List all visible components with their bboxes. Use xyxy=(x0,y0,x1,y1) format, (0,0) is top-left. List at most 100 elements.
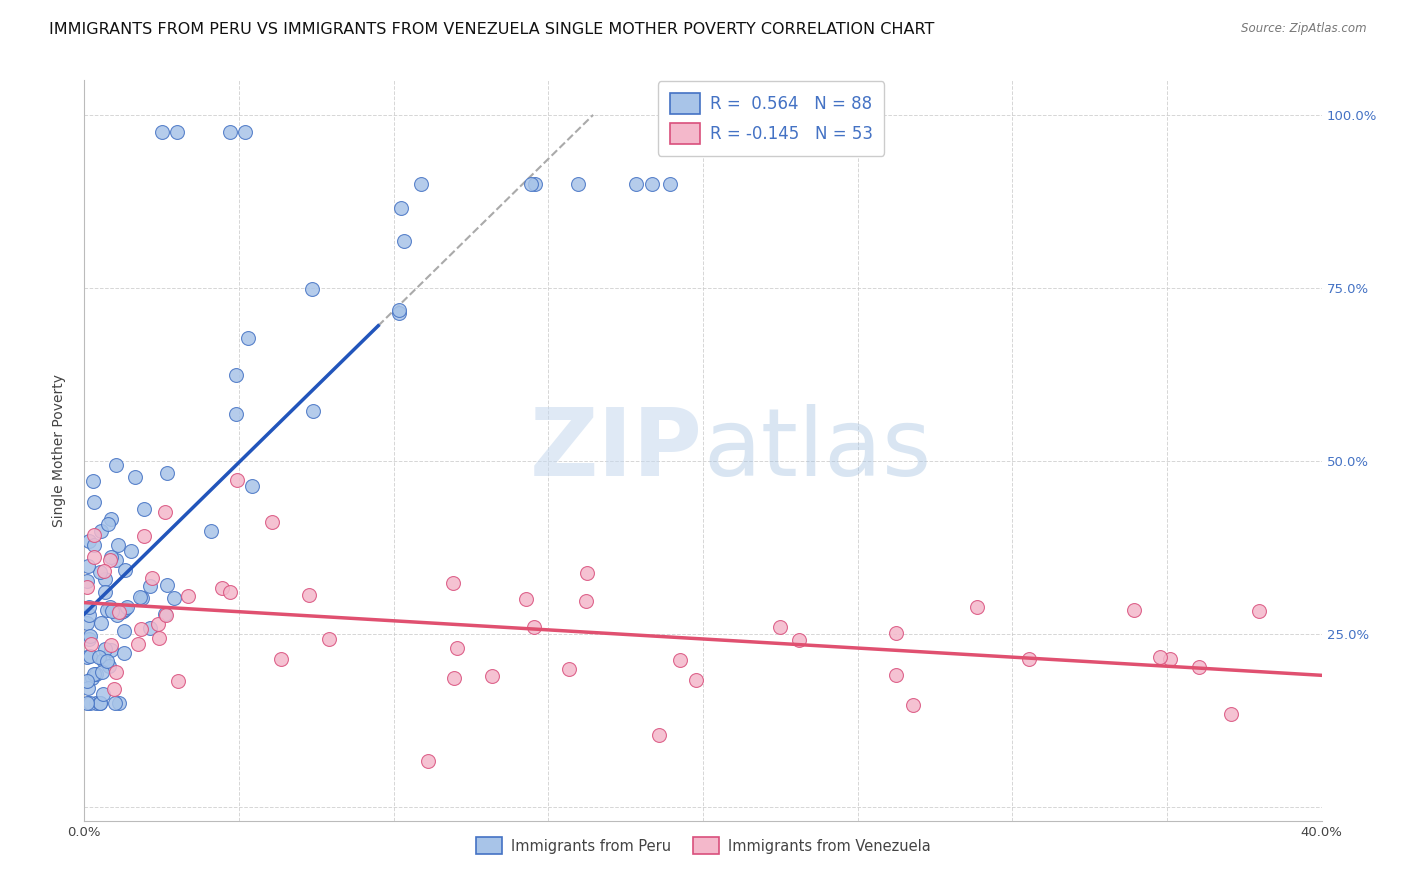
Point xyxy=(240,479,263,493)
Point xyxy=(177,589,200,603)
Point xyxy=(127,637,149,651)
Point xyxy=(387,306,409,320)
Point xyxy=(94,572,117,586)
Point xyxy=(97,517,120,532)
Point xyxy=(236,331,259,345)
Point xyxy=(481,669,503,683)
Point xyxy=(115,599,138,614)
Point xyxy=(96,603,118,617)
Point xyxy=(89,566,111,580)
Point xyxy=(98,552,121,566)
Point xyxy=(226,473,249,487)
Point xyxy=(76,615,98,630)
Point xyxy=(89,696,111,710)
Point xyxy=(411,177,433,191)
Point xyxy=(884,626,907,640)
Point xyxy=(1122,602,1144,616)
Point xyxy=(218,125,240,139)
Point xyxy=(89,696,111,710)
Point xyxy=(91,653,114,667)
Point xyxy=(1249,604,1271,618)
Point xyxy=(98,659,121,673)
Point xyxy=(886,668,908,682)
Point xyxy=(131,591,153,605)
Legend: Immigrants from Peru, Immigrants from Venezuela: Immigrants from Peru, Immigrants from Ve… xyxy=(468,830,938,862)
Point xyxy=(270,652,292,666)
Point xyxy=(156,578,179,592)
Point xyxy=(685,673,707,688)
Point xyxy=(787,633,810,648)
Point xyxy=(100,642,122,657)
Point xyxy=(83,549,105,564)
Point xyxy=(114,602,136,616)
Point xyxy=(104,553,127,567)
Point xyxy=(139,579,162,593)
Point xyxy=(148,631,170,645)
Point xyxy=(76,681,98,695)
Point xyxy=(110,605,132,619)
Point xyxy=(668,653,690,667)
Point xyxy=(392,235,415,249)
Point xyxy=(79,649,101,664)
Point xyxy=(163,591,186,605)
Point xyxy=(132,529,155,543)
Point xyxy=(101,604,124,618)
Point xyxy=(558,662,581,676)
Point xyxy=(156,466,179,480)
Point xyxy=(769,619,792,633)
Point xyxy=(77,600,100,615)
Point xyxy=(624,177,647,191)
Point xyxy=(82,474,104,488)
Point xyxy=(114,563,136,577)
Point xyxy=(76,673,98,688)
Point xyxy=(98,599,121,614)
Point xyxy=(79,632,101,646)
Point xyxy=(79,696,101,710)
Point xyxy=(166,674,188,689)
Point xyxy=(86,667,108,681)
Point xyxy=(153,505,176,519)
Point xyxy=(659,177,682,191)
Point xyxy=(91,687,114,701)
Point xyxy=(76,580,98,594)
Point xyxy=(108,605,131,619)
Point xyxy=(83,666,105,681)
Point xyxy=(567,177,589,191)
Point xyxy=(77,608,100,623)
Point xyxy=(1220,707,1243,722)
Point xyxy=(218,584,240,599)
Point xyxy=(446,641,468,656)
Point xyxy=(112,624,135,639)
Point xyxy=(233,125,256,139)
Point xyxy=(124,470,146,484)
Point xyxy=(148,616,170,631)
Point xyxy=(388,302,411,317)
Point xyxy=(90,524,112,538)
Point xyxy=(389,201,412,215)
Point xyxy=(225,407,247,421)
Point xyxy=(523,620,546,634)
Point xyxy=(1159,651,1181,665)
Point xyxy=(966,600,988,615)
Point xyxy=(515,592,537,607)
Point xyxy=(523,177,546,191)
Point xyxy=(76,650,98,665)
Point xyxy=(105,607,128,622)
Point xyxy=(112,604,135,618)
Point xyxy=(76,574,98,588)
Point xyxy=(575,594,598,608)
Point xyxy=(301,282,323,296)
Point xyxy=(141,571,163,585)
Point xyxy=(94,641,117,656)
Point xyxy=(100,512,122,526)
Point xyxy=(1188,659,1211,673)
Point xyxy=(112,646,135,660)
Text: atlas: atlas xyxy=(703,404,931,497)
Point xyxy=(103,682,125,697)
Point xyxy=(84,696,107,710)
Text: Source: ZipAtlas.com: Source: ZipAtlas.com xyxy=(1241,22,1367,36)
Point xyxy=(153,607,176,622)
Point xyxy=(519,177,541,191)
Point xyxy=(77,533,100,548)
Point xyxy=(83,495,105,509)
